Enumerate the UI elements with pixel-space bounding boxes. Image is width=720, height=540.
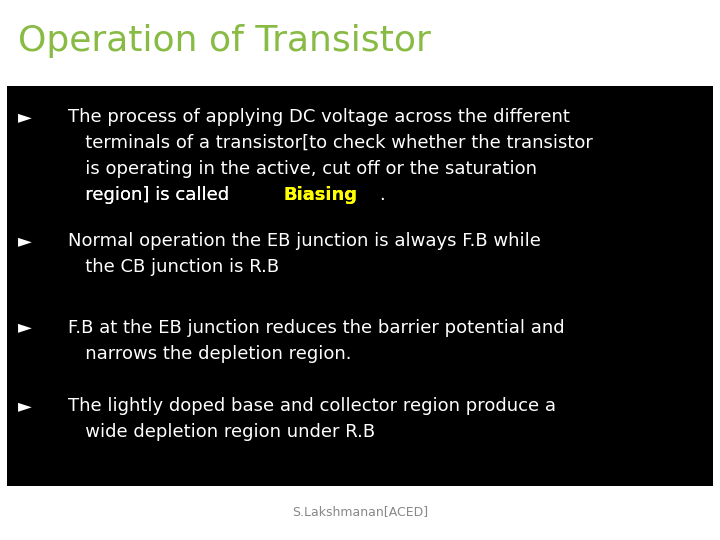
Text: Operation of Transistor: Operation of Transistor [18,24,431,58]
Text: Normal operation the EB junction is always F.B while: Normal operation the EB junction is alwa… [68,232,541,250]
Text: ►: ► [18,108,32,126]
Text: is operating in the active, cut off or the saturation: is operating in the active, cut off or t… [68,160,537,178]
Text: Biasing: Biasing [284,186,358,204]
Text: terminals of a transistor[to check whether the transistor: terminals of a transistor[to check wheth… [68,134,593,152]
Text: wide depletion region under R.B: wide depletion region under R.B [68,423,376,441]
Text: ►: ► [18,319,32,336]
Text: region] is called: region] is called [68,186,235,204]
Text: F.B at the EB junction reduces the barrier potential and: F.B at the EB junction reduces the barri… [68,319,565,336]
Text: The lightly doped base and collector region produce a: The lightly doped base and collector reg… [68,397,557,415]
Text: S.Lakshmanan[ACED]: S.Lakshmanan[ACED] [292,505,428,518]
Text: narrows the depletion region.: narrows the depletion region. [68,345,352,362]
Text: .: . [379,186,385,204]
Text: the CB junction is R.B: the CB junction is R.B [68,258,279,276]
Text: region] is called: region] is called [68,186,235,204]
Text: ►: ► [18,232,32,250]
Text: The process of applying DC voltage across the different: The process of applying DC voltage acros… [68,108,570,126]
Text: ►: ► [18,397,32,415]
FancyBboxPatch shape [7,86,713,486]
Text: Biasing: Biasing [284,186,358,204]
